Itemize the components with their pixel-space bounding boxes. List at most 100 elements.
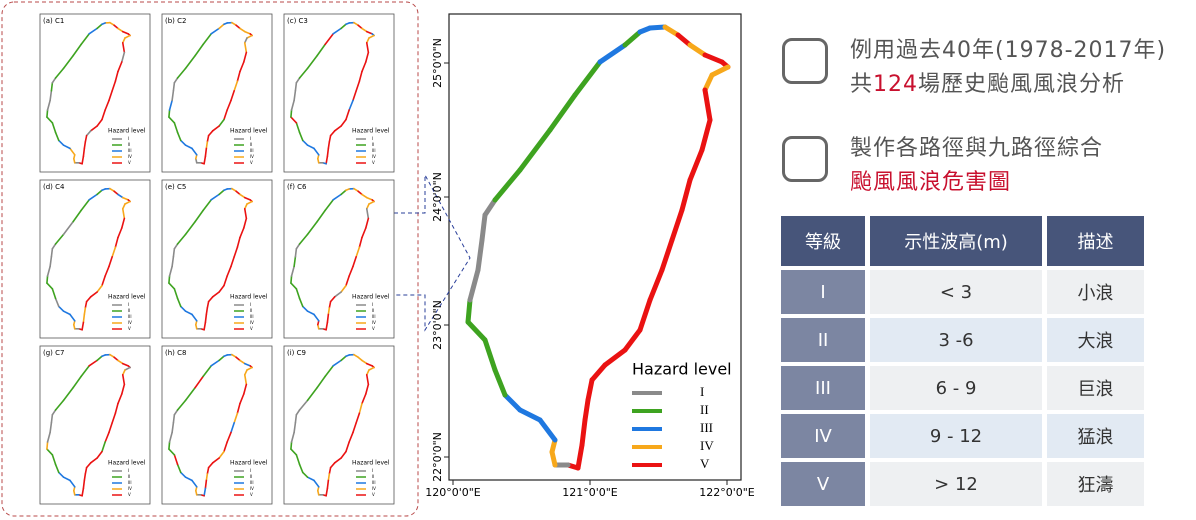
panel-coastline-segment [89,457,98,464]
panel-coastline-segment [358,70,363,82]
panel-coastline-segment [51,122,57,134]
panel-coastline-segment [113,190,119,196]
panel-coastline-segment [357,24,363,30]
panel-legend-label: I [372,302,373,307]
panel-legend-label: II [372,142,374,147]
panel-coastline-segment [306,310,315,316]
panel-coastline-segment [54,67,65,79]
panel-coastline-segment [243,373,248,386]
table-cell: 巨浪 [1047,366,1144,410]
panel-coastline-segment [326,479,330,490]
panel-coastline-segment [168,275,171,284]
panel-coastline-segment [210,27,220,35]
panel-coastline-segment [204,313,208,324]
y-tick-label: 22°0'0"N [431,432,444,482]
checkbox[interactable] [782,136,828,182]
panel-coastline-segment [239,227,245,239]
panel-coastline-segment [324,199,334,212]
panel-coastline-segment [113,356,119,362]
level-cell: IV [781,414,865,458]
panel-coastline-segment [243,37,248,44]
panel-coastline-segment [293,255,297,268]
panel-coastline-segment [365,203,370,210]
coastline-segment [517,407,543,423]
coastline-segment [602,347,628,368]
panel-coastline-segment [62,54,74,70]
panel-coastline-segment [298,463,304,474]
panel-legend-label: V [128,160,131,165]
note-line: 共124場歷史颱風風浪分析 [850,66,1125,98]
panel-coastline-segment [352,421,358,434]
panel-coastline-segment [96,284,103,293]
coastline-segment [467,267,481,303]
panel-coastline-segment [231,21,237,27]
panel-coastline-segment [206,300,210,309]
panel-coastline-segment [295,243,301,250]
panel-legend-title: Hazard level [352,128,390,135]
table-cell: 小浪 [1047,270,1144,314]
panel-coastline-segment [243,203,248,210]
table-row: I < 3 小浪 [781,270,1144,314]
panel-coastline-segment [340,355,347,362]
panel-coastline-segment [243,362,251,367]
panel-coastline-segment [316,43,326,57]
coastline-segment [465,319,488,343]
panel-coastline-segment [368,366,375,371]
panel-title: (a) C1 [43,17,64,25]
panel-coastline-segment [57,305,65,313]
level-cell: III [781,366,865,410]
panel-legend-label: III [250,148,254,153]
panel-coastline-segment [345,275,350,287]
panel-coastline-segment [54,399,65,411]
panel-legend-label: I [250,302,251,307]
level-cell: V [781,462,865,506]
panel-coastline-segment [69,147,76,156]
panel-coastline-segment [368,200,375,205]
panel-coastline-segment [194,375,204,389]
coastline-segment [669,207,685,243]
panel-coastline-segment [88,27,98,35]
coastline-segment [575,442,585,471]
panel-frame [283,179,395,339]
panel-coastline-segment [114,70,119,82]
panel-coastline-segment [329,295,336,303]
panel-coastline-segment [72,43,82,57]
panel-coastline-segment [179,471,187,479]
panel-coastline-segment [168,116,176,124]
panel-coastline-segment [168,441,171,450]
panel-coastline-segment [243,369,248,376]
panel-coastline-segment [332,359,342,367]
table-row: III 6 - 9 巨浪 [781,366,1144,410]
checkbox[interactable] [782,38,828,84]
panel-coastline-segment [316,375,326,389]
panel-coastline-segment [84,134,88,143]
panel-coastline-segment [62,476,71,482]
panel-coastline-segment [176,463,182,474]
panel-coastline-segment [168,431,173,443]
panel-legend-label: II [128,308,130,313]
panel-coastline-segment [184,386,196,402]
panel-coastline-segment [101,441,106,453]
table-cell: 6 - 9 [870,366,1042,410]
panel-coastline-segment [51,287,57,300]
panel-coastline-segment [230,255,235,268]
panel-coastline-segment [328,466,332,475]
panel-legend-title: Hazard level [352,460,390,467]
panel-coastline-segment [295,409,301,416]
panel-coastline-segment [205,473,209,482]
panel-coastline-segment [184,476,193,482]
panel-coastline-segment [333,125,342,132]
panel-legend-label: IV [372,320,376,325]
panel-coastline-segment [364,51,370,63]
panel-legend-label: IV [372,154,376,159]
panel-coastline-segment [206,134,210,143]
panel-coastline-segment [348,265,354,277]
coastline-segment [482,337,498,373]
panel-frame [39,179,151,339]
panel-coastline-segment [121,217,126,229]
panel-coastline-segment [184,144,193,150]
panel-coastline-segment [84,466,88,475]
coastline-segment [622,29,643,48]
panel-frame [39,345,151,505]
panel-coastline-segment [49,421,53,434]
